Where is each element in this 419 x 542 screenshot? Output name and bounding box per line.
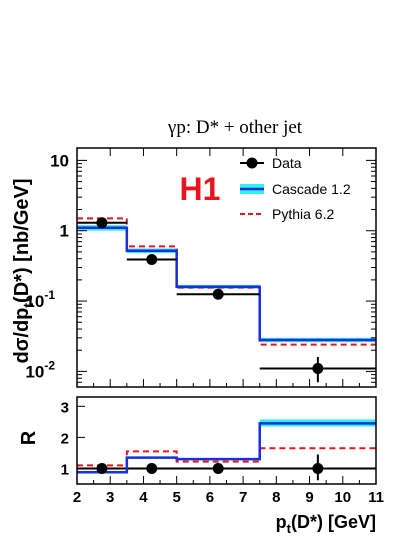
y-tick-label-3: 10 bbox=[50, 151, 69, 170]
data-point-0 bbox=[96, 462, 108, 474]
y-axis-label-ratio: R bbox=[18, 430, 40, 445]
cascade-histogram bbox=[77, 226, 376, 342]
legend-label-1: Cascade 1.2 bbox=[272, 181, 351, 197]
x-axis-label: pt(D*) [GeV] bbox=[276, 512, 376, 536]
x-tick-label-7: 9 bbox=[305, 489, 313, 506]
ratio-y-tick-label-0: 1 bbox=[61, 461, 69, 478]
data-point-2 bbox=[212, 462, 224, 474]
cascade-histogram bbox=[77, 422, 376, 474]
data-point-1 bbox=[146, 462, 158, 474]
data-point-1 bbox=[146, 253, 158, 265]
x-tick-label-9: 11 bbox=[368, 489, 384, 506]
x-tick-label-3: 5 bbox=[172, 489, 180, 506]
x-tick-label-2: 4 bbox=[139, 489, 148, 506]
main-panel: 10-2 10-1 1 10 bbox=[25, 147, 377, 388]
chart-title: γp: D* + other jet bbox=[167, 117, 303, 138]
pythia-histogram bbox=[77, 217, 376, 346]
legend-data-marker bbox=[246, 157, 258, 169]
data-point-2 bbox=[212, 288, 224, 300]
y-tick-label-1: 10-1 bbox=[25, 288, 55, 311]
pythia-histogram bbox=[77, 447, 376, 467]
x-tick-label-1: 3 bbox=[106, 489, 114, 506]
data-point-0 bbox=[96, 217, 108, 229]
x-tick-label-5: 7 bbox=[239, 489, 247, 506]
x-tick-label-8: 10 bbox=[334, 489, 351, 506]
y-tick-label-2: 1 bbox=[60, 222, 69, 241]
h1-logo: H1 bbox=[180, 171, 221, 207]
legend: Data Cascade 1.2 Pythia 6.2 bbox=[240, 155, 351, 222]
x-tick-label-4: 6 bbox=[206, 489, 214, 506]
legend-label-0: Data bbox=[272, 155, 302, 171]
ratio-y-tick-label-1: 2 bbox=[61, 430, 69, 447]
x-tick-label-6: 8 bbox=[272, 489, 280, 506]
data-point-3 bbox=[312, 362, 324, 374]
legend-label-2: Pythia 6.2 bbox=[272, 206, 334, 222]
ratio-y-tick-label-2: 3 bbox=[61, 399, 69, 416]
x-tick-label-0: 2 bbox=[73, 489, 81, 506]
y-axis-label-main: dσ/dpt(D*) [nb/GeV] bbox=[11, 179, 36, 364]
y-tick-label-0: 10-2 bbox=[25, 358, 55, 381]
data-point-3 bbox=[312, 462, 324, 474]
